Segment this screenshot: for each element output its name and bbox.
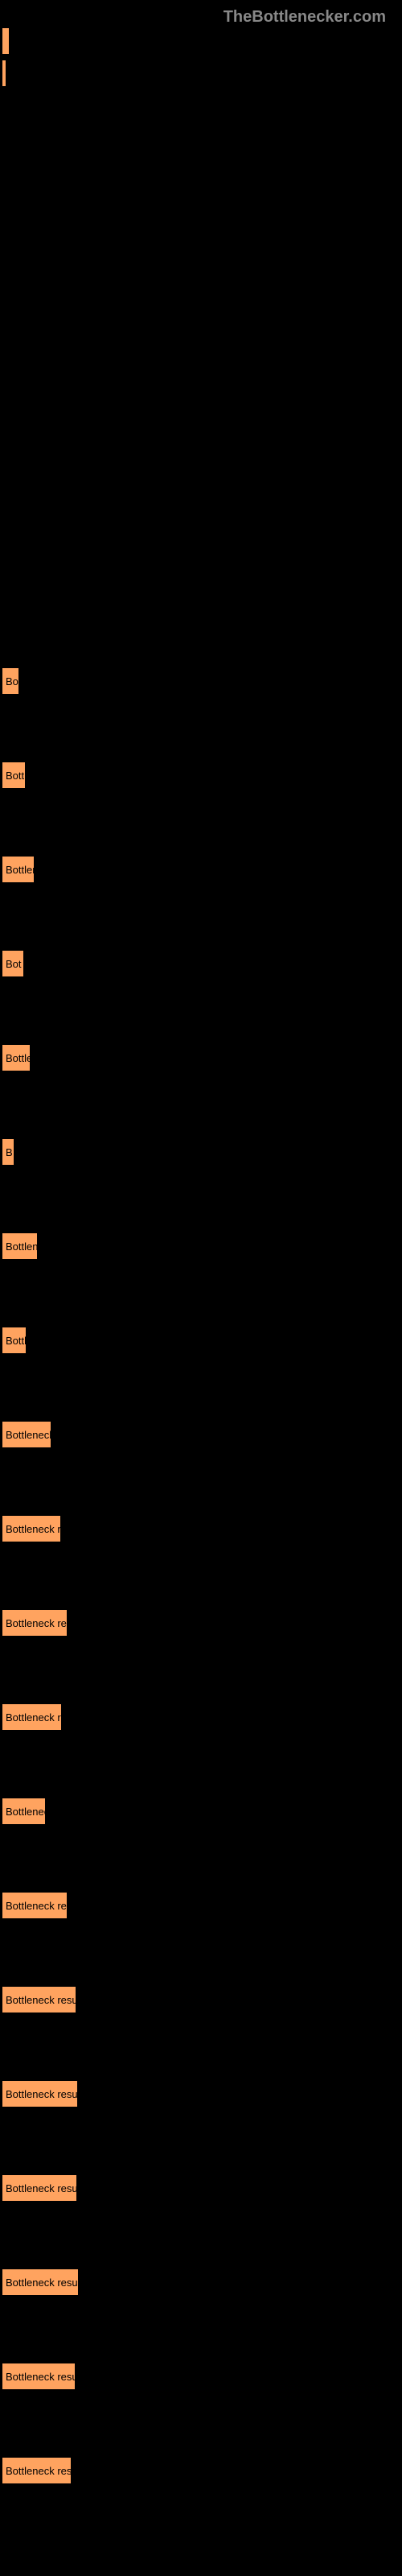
bar-item: Bottleneck r	[2, 1422, 51, 1447]
bar-item: Bottlen	[2, 857, 34, 882]
bar-item: Bottleneck res	[2, 1704, 61, 1730]
bar-item: Bottle	[2, 1045, 30, 1071]
bar-item: Bottleneck resul	[2, 2458, 71, 2483]
bar-item: Bottleneck result	[2, 1987, 76, 2013]
bar-item: Bottleneck resu	[2, 1893, 67, 1918]
bar-item: Bott	[2, 762, 25, 788]
bar-item: Bottleneck result	[2, 2363, 75, 2389]
bar-item: Bot	[2, 951, 23, 976]
bar-item: Bottleneck result	[2, 2175, 76, 2201]
bar-item: Bottl	[2, 1327, 26, 1353]
bar-item: Bottlene	[2, 1233, 37, 1259]
bar-item: Bottleneck result	[2, 2081, 77, 2107]
bar-item: Bottleneck resu	[2, 1610, 67, 1636]
bar-item: Bo	[2, 668, 18, 694]
bar-item: B	[2, 1139, 14, 1165]
bar-item: Bottleneck res	[2, 1516, 60, 1542]
bar-item	[2, 28, 9, 54]
bar-item	[2, 60, 6, 86]
bar-item: Bottleneck result	[2, 2269, 78, 2295]
site-header: TheBottlenecker.com	[0, 0, 402, 35]
bar-item: Bottleneck	[2, 1798, 45, 1824]
